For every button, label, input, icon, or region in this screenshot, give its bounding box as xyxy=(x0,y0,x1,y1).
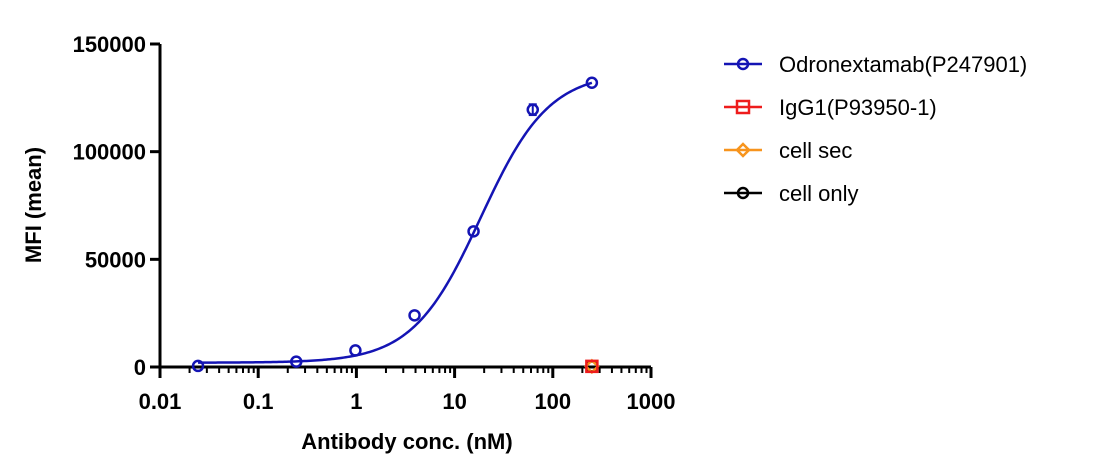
legend-item: IgG1(P93950-1) xyxy=(724,95,937,120)
x-tick-label: 0.01 xyxy=(139,389,182,414)
data-point xyxy=(467,225,480,238)
legend-item: cell only xyxy=(724,181,858,206)
y-tick-label: 100000 xyxy=(73,140,146,165)
legend-label: cell only xyxy=(779,181,858,206)
fit-curve-odronextamab xyxy=(198,81,593,364)
legend-marker-circle-icon xyxy=(736,57,750,71)
x-tick-label: 10 xyxy=(442,389,466,414)
x-tick-label: 1000 xyxy=(627,389,676,414)
legend-label: IgG1(P93950-1) xyxy=(779,95,937,120)
legend-item: Odronextamab(P247901) xyxy=(724,52,1027,77)
legend-marker-diamond-icon xyxy=(735,142,751,158)
data-point xyxy=(408,309,421,322)
y-tick-label: 150000 xyxy=(73,32,146,57)
x-tick-label: 100 xyxy=(534,389,571,414)
legend-item: cell sec xyxy=(724,138,852,163)
y-tick-label: 50000 xyxy=(85,247,146,272)
axes: 0 50000 100000 150000 0.01 0.1 1 10 100 1000 xyxy=(73,32,676,414)
x-tick-label: 1 xyxy=(350,389,362,414)
legend-marker-circle-icon xyxy=(736,186,750,200)
y-tick-label: 0 xyxy=(134,355,146,380)
y-axis-title: MFI (mean) xyxy=(21,147,46,263)
data-point xyxy=(349,344,362,357)
x-axis-title: Antibody conc. (nM) xyxy=(301,429,512,454)
legend-label: cell sec xyxy=(779,138,852,163)
data-point xyxy=(191,359,205,373)
data-point xyxy=(289,355,303,368)
data-point xyxy=(585,76,599,90)
data-point xyxy=(585,359,599,374)
x-tick-label: 0.1 xyxy=(243,389,274,414)
data-point xyxy=(526,103,540,116)
legend-marker-square-icon xyxy=(735,99,751,115)
legend: Odronextamab(P247901) IgG1(P93950-1) cell … xyxy=(724,52,1027,206)
legend-label: Odronextamab(P247901) xyxy=(779,52,1027,77)
plot-marks xyxy=(191,76,600,375)
